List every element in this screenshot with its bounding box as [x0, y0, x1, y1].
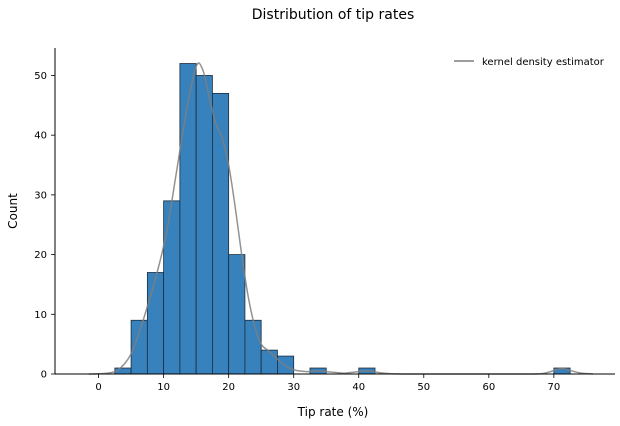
y-tick-label: 50 [34, 71, 47, 82]
y-tick-label: 30 [34, 190, 47, 201]
x-tick-label: 10 [157, 382, 170, 393]
histogram-bar [146, 272, 165, 375]
x-tick-label: 40 [352, 382, 365, 393]
y-axis-label: Count [6, 193, 20, 229]
x-axis-label: Tip rate (%) [297, 405, 369, 419]
y-tick-label: 10 [34, 310, 47, 321]
x-tick-label: 0 [95, 382, 101, 393]
legend: kernel density estimator [454, 57, 605, 68]
y-axis-ticks: 0 10 20 30 40 50 [34, 71, 55, 381]
histogram-bar [179, 63, 197, 375]
x-tick-label: 30 [287, 382, 300, 393]
histogram-bar [260, 349, 278, 375]
chart-title: Distribution of tip rates [252, 7, 415, 23]
x-axis-ticks: 0 10 20 30 40 50 60 70 [95, 374, 560, 393]
y-tick-label: 0 [41, 370, 47, 381]
legend-kde-label: kernel density estimator [482, 57, 605, 68]
histogram-bar [195, 75, 213, 375]
y-tick-label: 20 [34, 250, 47, 261]
histogram-bar [228, 254, 246, 375]
histogram-bar [244, 319, 262, 375]
histogram-bars [114, 63, 571, 375]
x-tick-label: 70 [547, 382, 560, 393]
y-tick-label: 40 [34, 131, 47, 142]
x-tick-label: 50 [417, 382, 430, 393]
x-tick-label: 60 [482, 382, 495, 393]
x-tick-label: 20 [222, 382, 235, 393]
histogram-bar [163, 200, 181, 375]
